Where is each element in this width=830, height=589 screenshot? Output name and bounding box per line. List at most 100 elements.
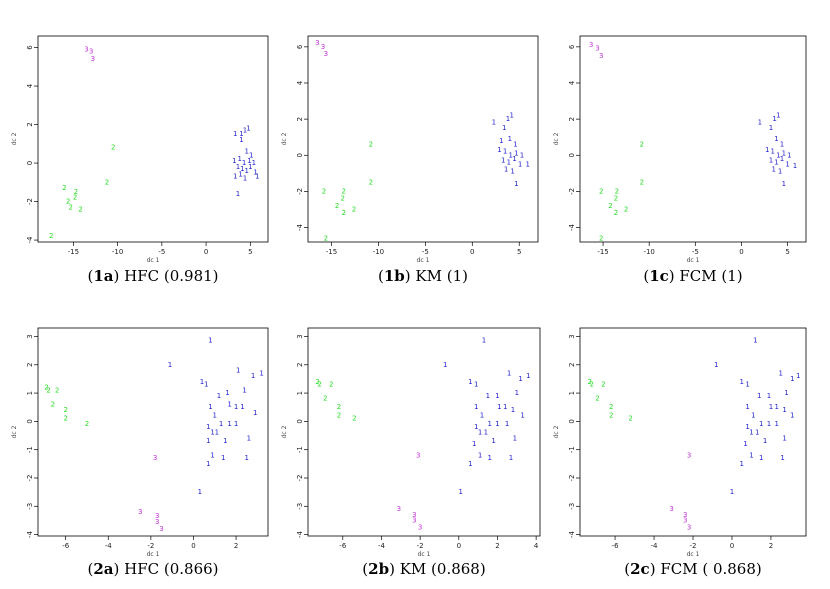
data-point-cluster-1: 1 [213, 412, 217, 420]
data-point-cluster-1: 1 [236, 366, 240, 374]
x-tick-label: 0 [470, 248, 474, 256]
y-tick-label: -3 [568, 503, 576, 510]
x-tick-label: -5 [422, 248, 429, 256]
data-point-cluster-1: 1 [776, 151, 780, 159]
x-tick-label: 2 [234, 542, 238, 550]
figure-caption-1c: (1c) FCM (1) [593, 267, 793, 285]
x-tick-label: -6 [62, 542, 70, 550]
data-point-cluster-1: 1 [474, 423, 478, 431]
data-point-cluster-1: 1 [253, 409, 257, 417]
y-axis-label: dc 2 [553, 425, 560, 438]
data-point-cluster-1: 1 [505, 420, 509, 428]
data-point-cluster-3: 3 [159, 525, 163, 533]
x-tick-label: -10 [373, 248, 384, 256]
data-point-cluster-1: 1 [243, 174, 247, 182]
data-point-cluster-2: 2 [352, 205, 356, 213]
data-point-cluster-2: 2 [614, 195, 618, 203]
data-point-cluster-1: 1 [468, 378, 472, 386]
data-point-cluster-1: 1 [492, 119, 496, 127]
caption-id: 1a [93, 267, 114, 285]
y-tick-label: -4 [26, 531, 34, 539]
data-point-cluster-1: 1 [790, 375, 794, 383]
data-point-cluster-1: 1 [507, 369, 511, 377]
caption-paren: ( [87, 267, 94, 285]
data-point-cluster-1: 1 [513, 434, 517, 442]
caption-id: 1c [649, 267, 669, 285]
data-point-cluster-1: 1 [234, 420, 238, 428]
data-point-cluster-1: 1 [769, 157, 773, 165]
data-point-cluster-1: 1 [780, 155, 784, 163]
data-point-cluster-2: 2 [49, 232, 53, 240]
data-point-cluster-1: 1 [208, 403, 212, 411]
data-point-cluster-1: 1 [776, 112, 780, 120]
data-point-cluster-2: 2 [341, 209, 345, 217]
data-point-cluster-1: 1 [784, 389, 788, 397]
data-point-cluster-2: 2 [322, 187, 326, 195]
data-point-cluster-2: 2 [609, 403, 613, 411]
data-point-cluster-2: 2 [640, 140, 644, 148]
y-tick-label: -2 [26, 198, 34, 205]
y-tick-label: 2 [568, 363, 576, 367]
data-point-cluster-1: 1 [782, 406, 786, 414]
data-point-cluster-1: 1 [767, 392, 771, 400]
data-point-cluster-1: 1 [487, 420, 491, 428]
y-tick-label: -1 [26, 446, 34, 453]
caption-text: KM (1) [415, 267, 468, 285]
data-point-cluster-1: 1 [714, 361, 718, 369]
data-point-cluster-1: 1 [787, 151, 791, 159]
data-point-cluster-2: 2 [63, 415, 67, 423]
caption-id: 1b [383, 267, 405, 285]
data-point-cluster-1: 1 [504, 166, 508, 174]
data-point-cluster-2: 2 [614, 209, 618, 217]
x-axis-label: dc 1 [687, 257, 700, 264]
data-point-cluster-1: 1 [771, 148, 775, 156]
data-point-cluster-1: 1 [208, 337, 212, 345]
data-point-cluster-1: 1 [503, 148, 507, 156]
x-tick-label: 4 [534, 542, 539, 550]
data-point-cluster-1: 1 [227, 420, 231, 428]
data-point-cluster-2: 2 [323, 395, 327, 403]
x-tick-label: 2 [495, 542, 499, 550]
data-point-cluster-1: 1 [248, 163, 252, 171]
data-point-cluster-1: 1 [223, 437, 227, 445]
data-point-cluster-1: 1 [525, 160, 529, 168]
caption-paren: ( [377, 267, 384, 285]
data-point-cluster-1: 1 [497, 403, 501, 411]
data-point-cluster-1: 1 [247, 434, 251, 442]
data-point-cluster-1: 1 [239, 130, 243, 138]
caption-id: 2a [93, 560, 114, 578]
data-point-cluster-2: 2 [609, 412, 613, 420]
data-point-cluster-2: 2 [68, 203, 72, 211]
caption-paren: ) [404, 267, 416, 285]
data-point-cluster-1: 1 [474, 381, 478, 389]
caption-id: 2b [368, 560, 390, 578]
data-point-cluster-1: 1 [443, 361, 447, 369]
y-tick-label: 6 [26, 45, 34, 50]
data-point-cluster-3: 3 [397, 505, 401, 513]
data-point-cluster-1: 1 [755, 429, 759, 437]
data-point-cluster-3: 3 [84, 45, 88, 53]
data-point-cluster-2: 2 [615, 187, 619, 195]
y-axis-label: dc 2 [553, 132, 560, 145]
data-point-cluster-1: 1 [487, 454, 491, 462]
data-point-cluster-1: 1 [200, 378, 204, 386]
data-point-cluster-1: 1 [168, 361, 172, 369]
data-point-cluster-1: 1 [520, 412, 524, 420]
data-point-cluster-2: 2 [624, 205, 628, 213]
data-point-cluster-2: 2 [608, 202, 612, 210]
data-point-cluster-1: 1 [796, 372, 800, 380]
data-point-cluster-2: 2 [46, 386, 50, 394]
data-point-cluster-1: 1 [775, 403, 779, 411]
data-point-cluster-1: 1 [478, 451, 482, 459]
y-tick-label: -2 [568, 474, 576, 481]
y-tick-label: 2 [296, 363, 304, 367]
x-tick-label: -15 [326, 248, 337, 256]
data-point-cluster-3: 3 [138, 508, 142, 516]
x-tick-label: -2 [417, 542, 424, 550]
data-point-cluster-1: 1 [206, 460, 210, 468]
y-tick-label: 3 [568, 334, 576, 338]
data-point-cluster-1: 1 [775, 420, 779, 428]
data-point-cluster-2: 2 [74, 188, 78, 196]
